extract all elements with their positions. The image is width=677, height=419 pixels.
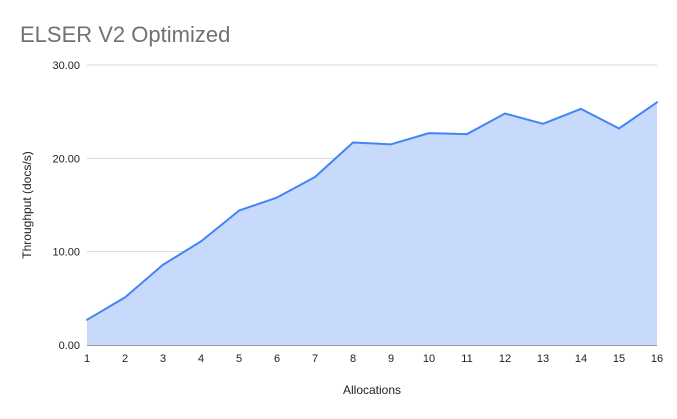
x-tick-label: 6	[274, 353, 280, 365]
x-tick-label: 13	[537, 353, 549, 365]
y-tick-label: 30.00	[52, 60, 80, 72]
x-tick-label: 2	[122, 353, 128, 365]
x-tick-label: 5	[236, 353, 242, 365]
y-tick-label: 10.00	[52, 247, 80, 259]
x-tick-label: 14	[575, 353, 587, 365]
x-axis-title: Allocations	[342, 383, 402, 397]
x-tick-label: 1	[84, 353, 90, 365]
x-tick-label: 9	[388, 353, 394, 365]
x-tick-label: 12	[499, 353, 511, 365]
x-tick-label: 15	[613, 353, 625, 365]
series-line	[86, 101, 658, 321]
y-tick-label: 0.00	[59, 340, 80, 352]
x-tick-label: 10	[423, 353, 435, 365]
chart-title: ELSER V2 Optimized	[20, 22, 231, 47]
y-tick-label: 20.00	[52, 153, 80, 165]
x-tick-label: 11	[461, 353, 472, 365]
x-tick-label: 4	[198, 353, 204, 365]
series-area	[87, 102, 657, 345]
x-tick-label: 3	[160, 353, 166, 365]
x-tick-label: 7	[312, 353, 318, 365]
x-tick-label: 8	[350, 353, 356, 365]
x-tick-label: 16	[651, 353, 663, 365]
